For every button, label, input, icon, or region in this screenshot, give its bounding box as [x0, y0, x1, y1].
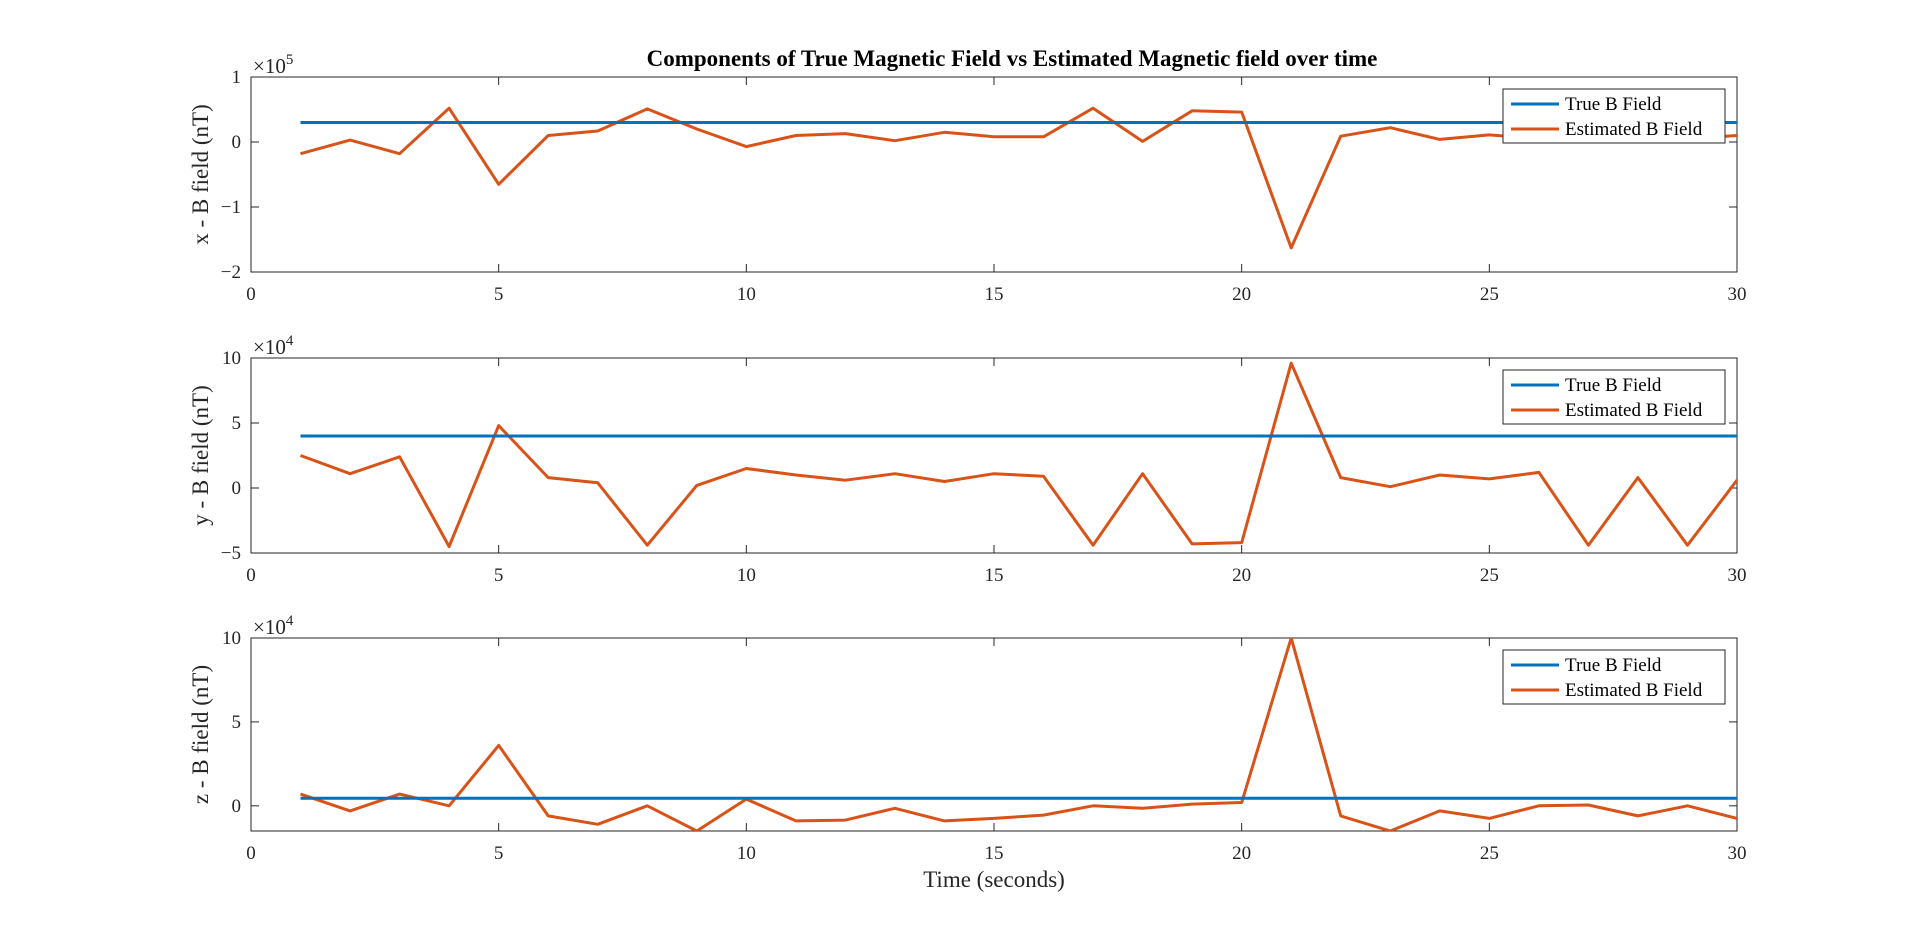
- x-tick-label: 30: [1728, 565, 1747, 586]
- y-tick-label: −5: [221, 543, 241, 564]
- x-tick-label: 20: [1232, 284, 1251, 305]
- y-tick-label: 10: [222, 348, 241, 369]
- y-tick-label: 5: [232, 413, 242, 434]
- legend-entry-label: True B Field: [1565, 94, 1662, 115]
- x-tick-label: 15: [985, 284, 1004, 305]
- x-tick-label: 10: [737, 284, 756, 305]
- subplot-3: 0 5 10 15 20 25 30 0 5 10 ×104 z - B field (nT) Time…: [188, 613, 1747, 892]
- x-tick-label: 25: [1480, 843, 1499, 864]
- series-group: [300, 106, 1737, 250]
- series-estimated-b-field-line: [300, 106, 1737, 250]
- legend: True B Field Estimated B Field: [1502, 649, 1726, 705]
- y-tick-label: 0: [232, 132, 242, 153]
- series-estimated-b-field-line: [300, 638, 1737, 831]
- legend-box: [1502, 88, 1726, 144]
- x-tick-label: 10: [737, 565, 756, 586]
- subplots: 0 5 10 15 20 25 30 −2 −1 0 1 ×105 x - B field (nT) Tr…: [188, 52, 1747, 892]
- x-tick-label: 30: [1728, 843, 1747, 864]
- x-tick-label: 5: [494, 565, 504, 586]
- x-tick-label: 20: [1232, 565, 1251, 586]
- x-tick-label: 5: [494, 843, 504, 864]
- legend-entry-label: True B Field: [1565, 655, 1662, 676]
- subplot-1: 0 5 10 15 20 25 30 −2 −1 0 1 ×105 x - B field (nT) Tr…: [188, 52, 1747, 305]
- x-axis-label: Time (seconds): [923, 867, 1065, 892]
- x-tick-label: 15: [985, 565, 1004, 586]
- x-tick-label: 25: [1480, 284, 1499, 305]
- legend-entry-label: Estimated B Field: [1565, 680, 1703, 701]
- figure-title: Components of True Magnetic Field vs Est…: [647, 46, 1378, 71]
- y-exponent-label: ×105: [253, 52, 293, 78]
- x-tick-label: 5: [494, 284, 504, 305]
- y-tick-label: 0: [232, 478, 242, 499]
- x-tick-label: 15: [985, 843, 1004, 864]
- y-axis-label: y - B field (nT): [188, 385, 213, 526]
- x-tick-label: 25: [1480, 565, 1499, 586]
- y-tick-label: 1: [232, 67, 242, 88]
- legend-entry-label: True B Field: [1565, 375, 1662, 396]
- legend-box: [1502, 369, 1726, 425]
- y-tick-label: 5: [232, 712, 242, 733]
- axes-box: [250, 76, 1738, 273]
- x-tick-label: 10: [737, 843, 756, 864]
- y-exponent-label: ×104: [253, 333, 294, 359]
- x-tick-label: 0: [246, 843, 256, 864]
- y-axis-label: z - B field (nT): [188, 665, 213, 804]
- x-tick-label: 30: [1728, 284, 1747, 305]
- legend-entry-label: Estimated B Field: [1565, 119, 1703, 140]
- x-tick-label: 20: [1232, 843, 1251, 864]
- y-tick-label: 10: [222, 628, 241, 649]
- legend: True B Field Estimated B Field: [1502, 369, 1726, 425]
- x-tick-label: 0: [246, 284, 256, 305]
- y-axis-label: x - B field (nT): [188, 104, 213, 245]
- legend-entry-label: Estimated B Field: [1565, 400, 1703, 421]
- legend: True B Field Estimated B Field: [1502, 88, 1726, 144]
- x-tick-label: 0: [246, 565, 256, 586]
- series-estimated-b-field-line: [299, 361, 1737, 548]
- series-group: [300, 638, 1737, 831]
- series-group: [299, 361, 1737, 548]
- y-tick-label: 0: [232, 796, 242, 817]
- y-tick-label: −1: [221, 197, 241, 218]
- legend-box: [1502, 649, 1726, 705]
- y-tick-label: −2: [221, 262, 241, 283]
- y-exponent-label: ×104: [253, 613, 294, 639]
